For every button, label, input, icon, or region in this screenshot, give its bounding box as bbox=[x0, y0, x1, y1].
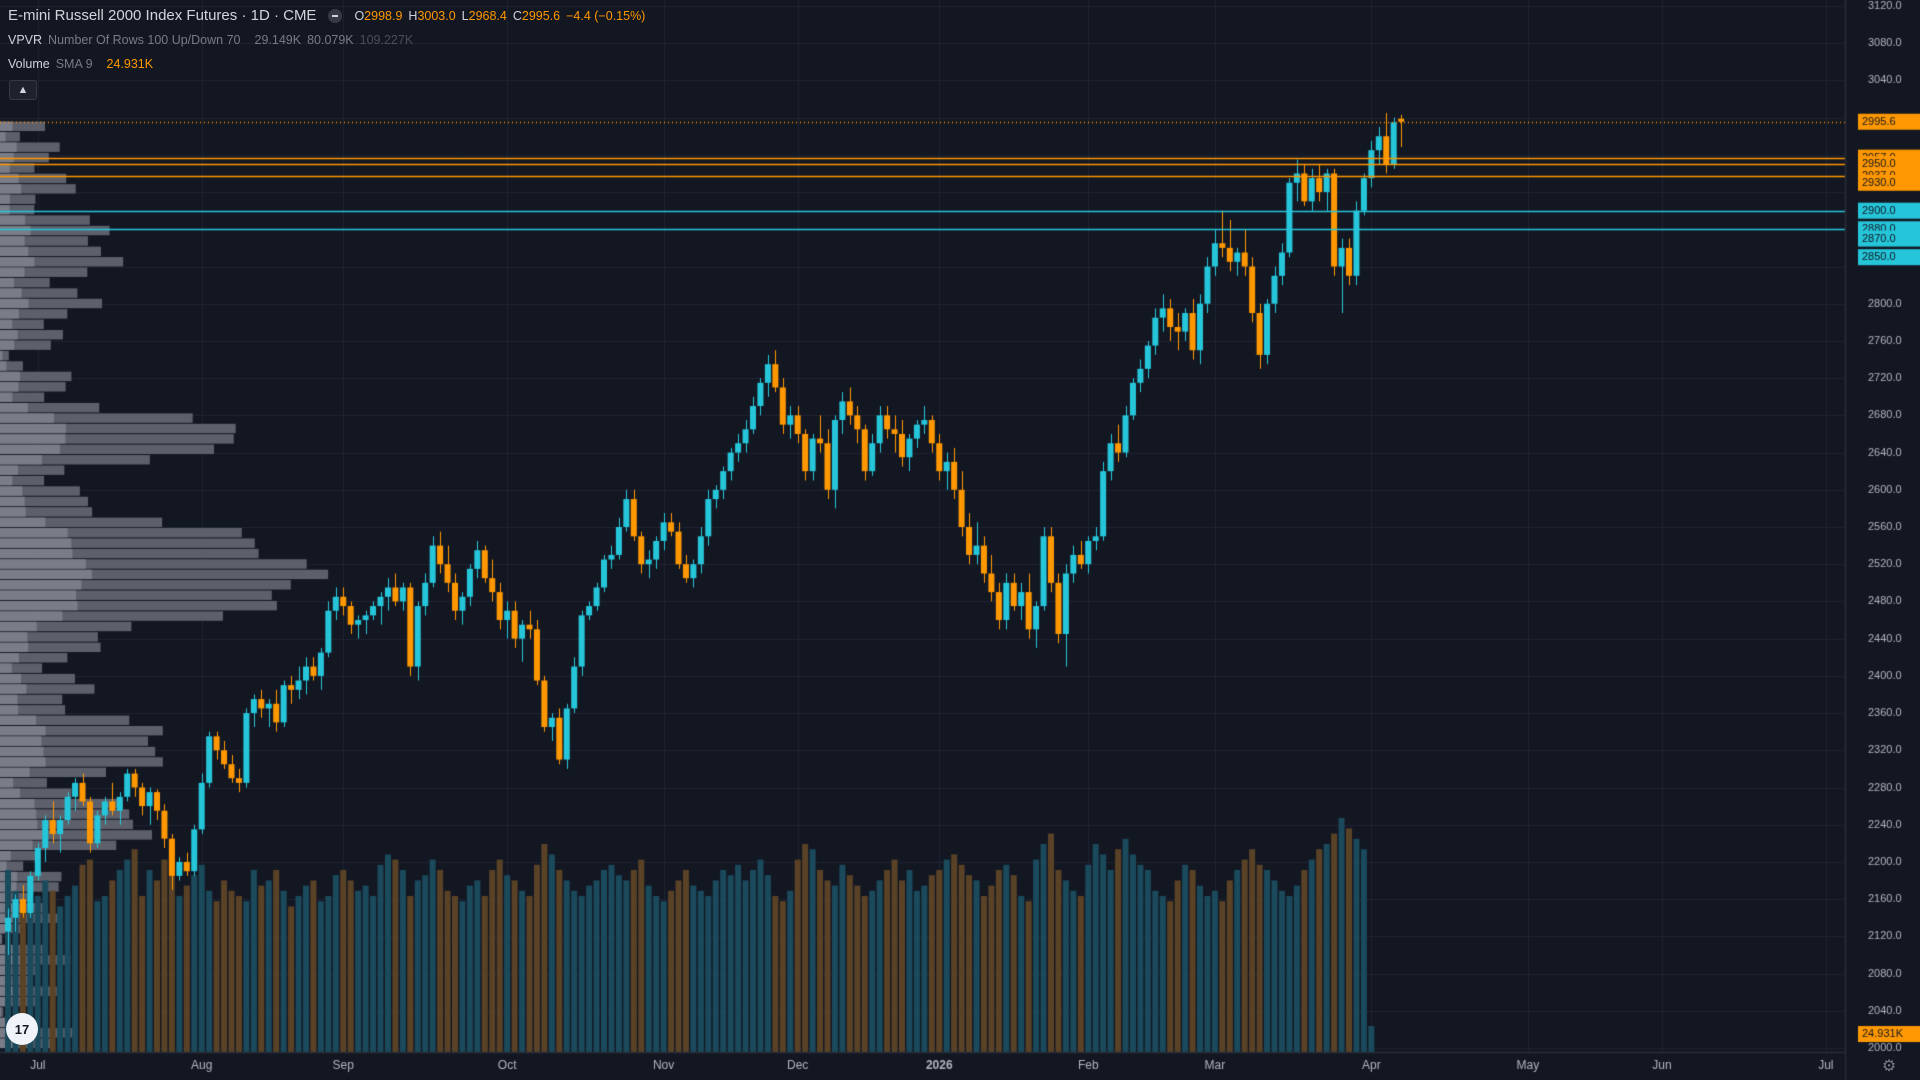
low-label: L bbox=[461, 8, 469, 23]
hide-legend-icon[interactable] bbox=[328, 8, 343, 23]
settings-gear-icon[interactable]: ⚙ bbox=[1881, 1058, 1897, 1075]
vpvr-up-value: 29.149K bbox=[254, 33, 302, 47]
volume-legend[interactable]: Volume SMA 9 24.931K bbox=[8, 57, 153, 71]
open-label: O bbox=[354, 8, 365, 23]
vpvr-legend[interactable]: VPVR Number Of Rows 100 Up/Down 70 29.14… bbox=[8, 33, 413, 47]
volume-name[interactable]: Volume bbox=[8, 57, 50, 71]
symbol-title[interactable]: E-mini Russell 2000 Index Futures · 1D ·… bbox=[8, 7, 317, 24]
vpvr-name[interactable]: VPVR bbox=[8, 33, 43, 47]
high-label: H bbox=[408, 8, 418, 23]
vpvr-params: Number Of Rows 100 Up/Down 70 bbox=[48, 33, 241, 47]
vpvr-total-value: 109.227K bbox=[359, 33, 414, 47]
symbol-legend[interactable]: E-mini Russell 2000 Index Futures · 1D ·… bbox=[8, 7, 645, 24]
close-label: C bbox=[512, 8, 522, 23]
high-value: 3003.0 bbox=[417, 8, 456, 23]
volume-params: SMA 9 bbox=[55, 57, 93, 71]
low-value: 2968.4 bbox=[468, 8, 507, 23]
change-value: −4.4 (−0.15%) bbox=[566, 8, 646, 23]
close-value: 2995.6 bbox=[521, 8, 561, 23]
volume-sma-value: 24.931K bbox=[106, 57, 154, 71]
collapse-legend-chevron-up-icon[interactable]: ▲ bbox=[9, 80, 37, 100]
tradingview-logo-icon[interactable]: 17 bbox=[6, 1013, 38, 1045]
open-value: 2998.9 bbox=[364, 8, 403, 23]
vpvr-down-value: 80.079K bbox=[307, 33, 354, 47]
